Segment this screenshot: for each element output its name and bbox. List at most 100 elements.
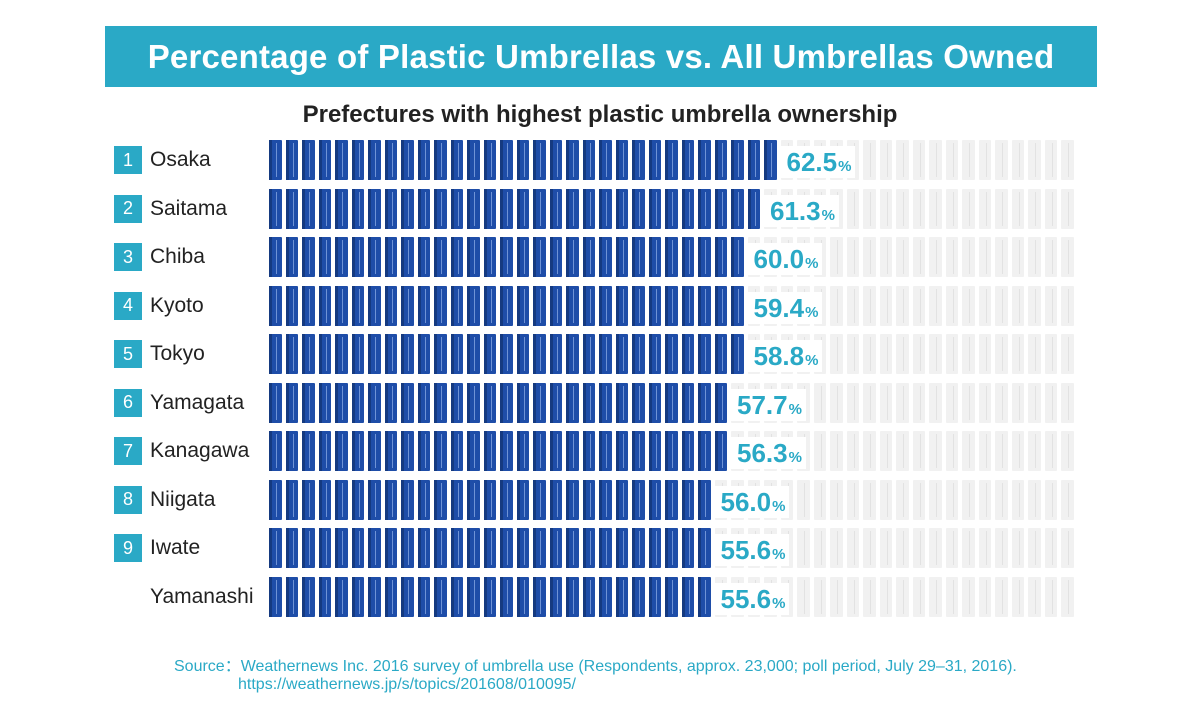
plastic-umbrella-icon bbox=[401, 285, 414, 326]
chart-row: Yamanashi 55.6% bbox=[0, 576, 1200, 621]
empty-umbrella-icon bbox=[1044, 528, 1058, 568]
empty-umbrella-icon bbox=[863, 140, 876, 180]
empty-umbrella-icon bbox=[962, 334, 975, 374]
source-link[interactable]: https://weathernews.jp/s/topics/201608/0… bbox=[238, 676, 576, 693]
plastic-umbrella-icon bbox=[714, 382, 728, 423]
plastic-umbrella-icon bbox=[417, 431, 431, 471]
plastic-umbrella-icon bbox=[747, 188, 761, 229]
plastic-umbrella-icon bbox=[632, 479, 645, 520]
plastic-umbrella-icon bbox=[335, 382, 348, 423]
plastic-umbrella-icon bbox=[285, 576, 299, 617]
empty-umbrella-icon bbox=[830, 334, 843, 374]
plastic-umbrella-icon bbox=[582, 285, 596, 326]
plastic-umbrella-icon bbox=[335, 431, 348, 471]
plastic-umbrella-icon bbox=[269, 576, 282, 617]
empty-umbrella-icon bbox=[912, 479, 926, 520]
plastic-umbrella-icon bbox=[648, 188, 662, 229]
empty-umbrella-icon bbox=[896, 528, 909, 568]
plastic-umbrella-icon bbox=[582, 382, 596, 423]
empty-umbrella-icon bbox=[879, 334, 893, 374]
empty-umbrella-icon bbox=[863, 382, 876, 423]
empty-umbrella-icon bbox=[962, 479, 975, 520]
chart-title-banner: Percentage of Plastic Umbrellas vs. All … bbox=[105, 26, 1097, 87]
plastic-umbrella-icon bbox=[434, 528, 447, 568]
value-label: 58.8% bbox=[747, 340, 823, 372]
empty-umbrella-icon bbox=[830, 237, 843, 277]
plastic-umbrella-icon bbox=[533, 285, 546, 326]
plastic-umbrella-icon bbox=[467, 528, 480, 568]
empty-umbrella-icon bbox=[879, 479, 893, 520]
plastic-umbrella-icon bbox=[335, 334, 348, 374]
plastic-umbrella-icon bbox=[450, 431, 464, 471]
plastic-umbrella-icon bbox=[401, 576, 414, 617]
rank-badge: 4 bbox=[114, 291, 142, 320]
plastic-umbrella-icon bbox=[648, 576, 662, 617]
plastic-umbrella-icon bbox=[483, 140, 497, 180]
plastic-umbrella-icon bbox=[467, 237, 480, 277]
chart-row: 2 Saitama 61.3% bbox=[0, 188, 1200, 233]
plastic-umbrella-icon bbox=[483, 188, 497, 229]
empty-umbrella-icon bbox=[846, 576, 860, 617]
plastic-umbrella-icon bbox=[566, 334, 579, 374]
plastic-umbrella-icon bbox=[500, 237, 513, 277]
plastic-umbrella-icon bbox=[747, 140, 761, 180]
empty-umbrella-icon bbox=[912, 188, 926, 229]
plastic-umbrella-icon bbox=[549, 334, 563, 374]
empty-umbrella-icon bbox=[879, 576, 893, 617]
empty-umbrella-icon bbox=[1061, 140, 1074, 180]
empty-umbrella-icon bbox=[879, 431, 893, 471]
value-number: 58.8 bbox=[753, 341, 805, 371]
empty-umbrella-icon bbox=[813, 479, 827, 520]
plastic-umbrella-icon bbox=[384, 382, 398, 423]
empty-umbrella-icon bbox=[929, 285, 942, 326]
plastic-umbrella-icon bbox=[318, 285, 332, 326]
empty-umbrella-icon bbox=[1028, 479, 1041, 520]
plastic-umbrella-icon bbox=[417, 576, 431, 617]
plastic-umbrella-icon bbox=[351, 140, 365, 180]
empty-umbrella-icon bbox=[846, 334, 860, 374]
plastic-umbrella-icon bbox=[615, 285, 629, 326]
plastic-umbrella-icon bbox=[500, 285, 513, 326]
plastic-umbrella-icon bbox=[599, 382, 612, 423]
plastic-umbrella-icon bbox=[615, 382, 629, 423]
empty-umbrella-icon bbox=[978, 528, 992, 568]
plastic-umbrella-icon bbox=[450, 479, 464, 520]
plastic-umbrella-icon bbox=[599, 479, 612, 520]
plastic-umbrella-icon bbox=[450, 528, 464, 568]
plastic-umbrella-icon bbox=[615, 237, 629, 277]
empty-umbrella-icon bbox=[1061, 528, 1074, 568]
empty-umbrella-icon bbox=[1011, 576, 1025, 617]
plastic-umbrella-icon bbox=[648, 140, 662, 180]
plastic-umbrella-icon bbox=[681, 285, 695, 326]
plastic-umbrella-icon bbox=[582, 528, 596, 568]
empty-umbrella-icon bbox=[945, 479, 959, 520]
plastic-umbrella-icon bbox=[434, 285, 447, 326]
empty-umbrella-icon bbox=[846, 188, 860, 229]
plastic-umbrella-icon bbox=[665, 382, 678, 423]
empty-umbrella-icon bbox=[978, 140, 992, 180]
plastic-umbrella-icon bbox=[401, 334, 414, 374]
plastic-umbrella-icon bbox=[467, 334, 480, 374]
value-unit: % bbox=[805, 352, 819, 369]
empty-umbrella-icon bbox=[978, 285, 992, 326]
chart-row: 4 Kyoto 59.4% bbox=[0, 285, 1200, 330]
plastic-umbrella-icon bbox=[302, 285, 315, 326]
plastic-umbrella-icon bbox=[549, 479, 563, 520]
plastic-umbrella-icon bbox=[549, 237, 563, 277]
empty-umbrella-icon bbox=[945, 334, 959, 374]
plastic-umbrella-icon bbox=[599, 431, 612, 471]
plastic-umbrella-icon bbox=[731, 188, 744, 229]
plastic-umbrella-icon bbox=[384, 188, 398, 229]
value-unit: % bbox=[772, 546, 786, 563]
plastic-umbrella-icon bbox=[417, 528, 431, 568]
empty-umbrella-icon bbox=[978, 382, 992, 423]
plastic-umbrella-icon bbox=[566, 479, 579, 520]
plastic-umbrella-icon bbox=[351, 188, 365, 229]
plastic-umbrella-icon bbox=[467, 382, 480, 423]
empty-umbrella-icon bbox=[846, 237, 860, 277]
plastic-umbrella-icon bbox=[335, 528, 348, 568]
plastic-umbrella-icon bbox=[368, 237, 381, 277]
empty-umbrella-icon bbox=[962, 188, 975, 229]
empty-umbrella-icon bbox=[830, 528, 843, 568]
empty-umbrella-icon bbox=[1028, 382, 1041, 423]
